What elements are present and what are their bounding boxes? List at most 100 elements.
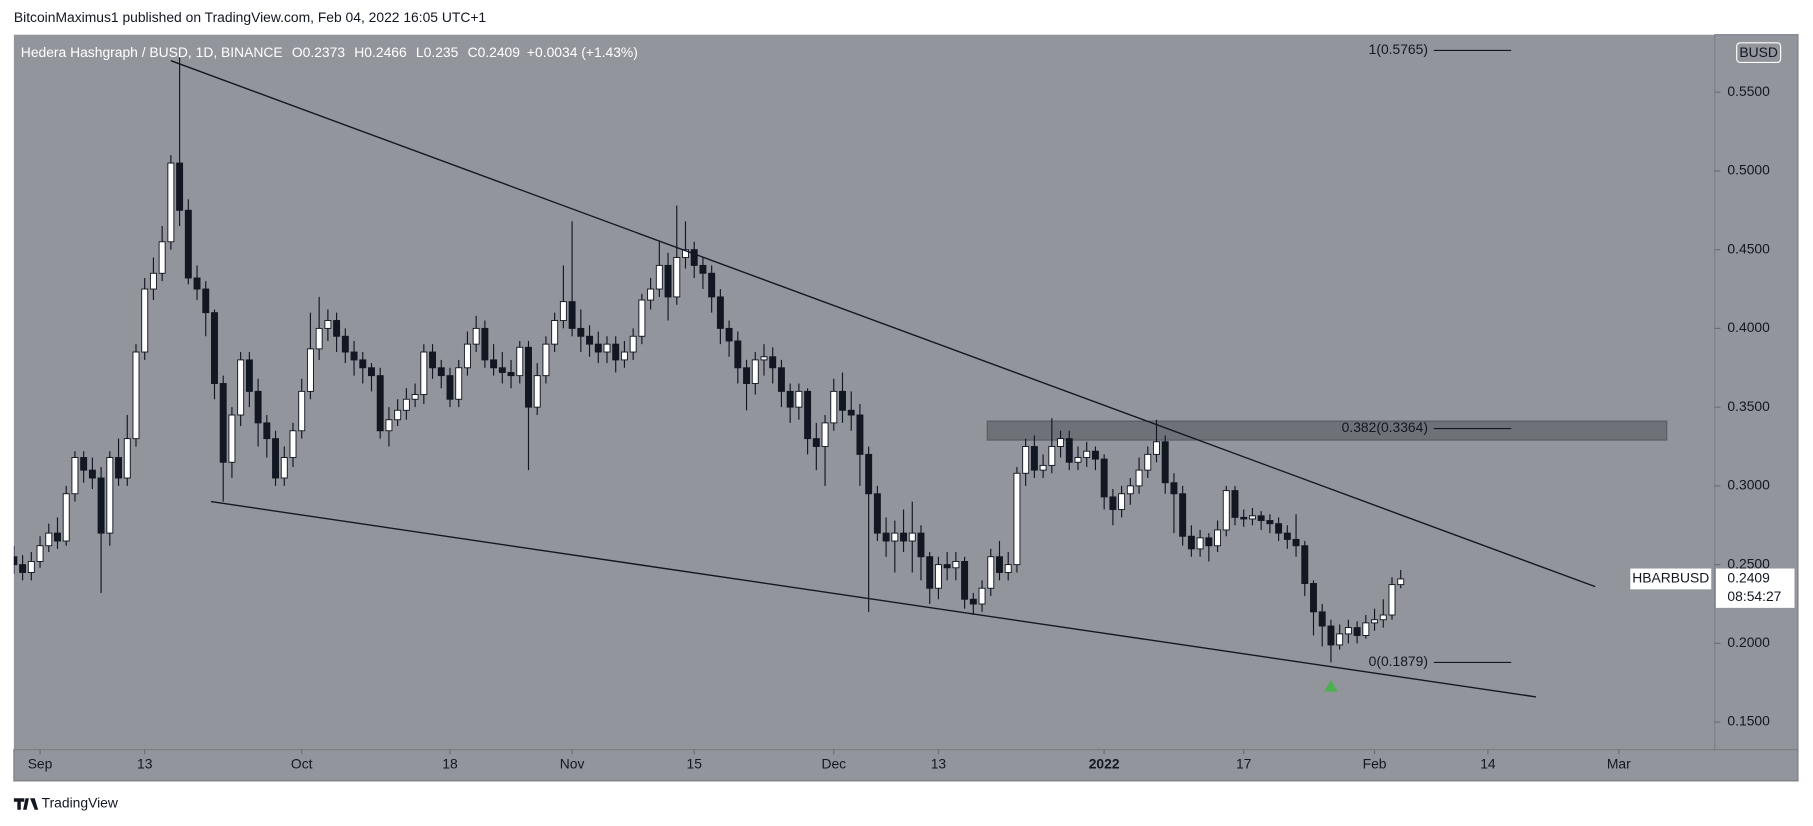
legend: Hedera Hashgraph / BUSD, 1D, BINANCE O0.2… xyxy=(21,44,638,60)
candle-body xyxy=(45,532,53,547)
ohlc-key: O xyxy=(292,44,303,60)
candle-body xyxy=(333,320,341,337)
candle-body xyxy=(359,359,367,369)
candle-body xyxy=(385,419,393,432)
candle-body xyxy=(847,409,855,416)
candle-body xyxy=(1266,520,1274,525)
candle-body xyxy=(525,346,532,408)
candle-body xyxy=(315,327,323,350)
candle-body xyxy=(245,359,253,392)
y-tick-label: 0.4500 xyxy=(1727,240,1770,256)
candle-body xyxy=(1388,584,1396,616)
candle-body xyxy=(934,564,942,589)
candle-body xyxy=(655,264,663,290)
ohlc-key: H xyxy=(354,44,364,60)
y-tick-label: 0.3000 xyxy=(1727,477,1770,493)
currency: BUSD xyxy=(1739,44,1778,60)
candle-body xyxy=(463,343,471,369)
candle-body xyxy=(402,398,410,411)
candle-body xyxy=(1379,614,1387,621)
candle-body xyxy=(19,564,27,573)
last-price: 0.2409 xyxy=(1727,570,1770,586)
candle-body xyxy=(969,598,977,605)
y-tick-label: 0.5000 xyxy=(1727,162,1770,178)
candle-body xyxy=(237,359,245,416)
y-tick-label: 0.5500 xyxy=(1727,83,1770,99)
fib-label: 0.382(0.3364) xyxy=(1342,419,1428,435)
candle-body xyxy=(455,367,463,400)
ohlc-value: 0.2373 xyxy=(303,44,346,60)
ohlc-key: L xyxy=(416,44,424,60)
price-box xyxy=(1715,568,1795,608)
candle-body xyxy=(812,438,820,447)
fib-label: 0(0.1879) xyxy=(1369,653,1428,669)
candle-body xyxy=(821,422,829,447)
x-tick-label: Sep xyxy=(28,755,53,771)
candle-body xyxy=(760,356,768,361)
candle-body xyxy=(254,390,262,424)
trendline xyxy=(170,60,1596,588)
candle-body xyxy=(1030,446,1038,471)
candle-body xyxy=(551,320,559,345)
candle-body xyxy=(272,438,280,479)
candle-body xyxy=(498,367,506,373)
candle-body xyxy=(149,272,157,290)
candle-body xyxy=(1039,464,1047,471)
candle-body xyxy=(36,545,44,562)
candle-body xyxy=(219,383,227,463)
candle-body xyxy=(62,493,70,542)
candle-body xyxy=(193,277,201,290)
candle-body xyxy=(664,264,672,298)
candle-body xyxy=(987,556,995,589)
candle-body xyxy=(900,532,908,542)
ohlc-value: 0.2466 xyxy=(364,44,407,60)
ohlc-value: 0.235 xyxy=(424,44,459,60)
currency-badge xyxy=(1736,42,1782,64)
candle-body xyxy=(839,390,846,411)
change: +0.0034 (+1.43%) xyxy=(527,44,638,60)
y-tick-label: 0.2500 xyxy=(1727,555,1770,571)
candle-body xyxy=(865,453,873,495)
candle-body xyxy=(306,348,314,392)
candle-body xyxy=(769,356,777,369)
fib-label: 1(0.5765) xyxy=(1369,41,1428,57)
candle-body xyxy=(856,414,864,455)
candle-body xyxy=(13,556,18,566)
candle-body xyxy=(682,249,689,258)
y-tick-label: 0.3500 xyxy=(1727,398,1770,414)
candle-body xyxy=(27,561,35,573)
candle-body xyxy=(961,561,969,600)
candle-body xyxy=(1283,532,1291,540)
candle-body xyxy=(1362,622,1370,636)
candle-body xyxy=(202,288,210,314)
candle-body xyxy=(1205,537,1213,547)
candle-body xyxy=(106,457,114,534)
candle-body xyxy=(184,209,192,279)
candle-body xyxy=(699,264,707,274)
candle-body xyxy=(1318,611,1326,627)
candle-body xyxy=(71,457,79,495)
x-tick-label: 15 xyxy=(687,755,703,771)
candle-body xyxy=(1353,627,1361,636)
candle-body xyxy=(1248,515,1256,520)
candle-body xyxy=(141,288,149,353)
candle-body xyxy=(123,438,131,479)
candle-body xyxy=(1153,441,1160,455)
x-tick-label: 13 xyxy=(137,755,153,771)
candle-body xyxy=(620,351,628,361)
candle-body xyxy=(516,346,524,377)
x-tick-label: 18 xyxy=(442,755,458,771)
candle-body xyxy=(559,301,567,321)
candle-body xyxy=(368,367,375,377)
x-tick-label: 17 xyxy=(1236,755,1252,771)
footer-logo xyxy=(13,798,39,810)
y-tick-label: 0.1500 xyxy=(1727,713,1770,729)
candle-body xyxy=(690,249,698,266)
candle-body xyxy=(743,367,751,384)
candle-body xyxy=(542,343,550,377)
candle-body xyxy=(1170,482,1178,495)
candle-body xyxy=(629,335,637,353)
candle-body xyxy=(586,335,594,345)
candle-body xyxy=(1048,446,1056,466)
